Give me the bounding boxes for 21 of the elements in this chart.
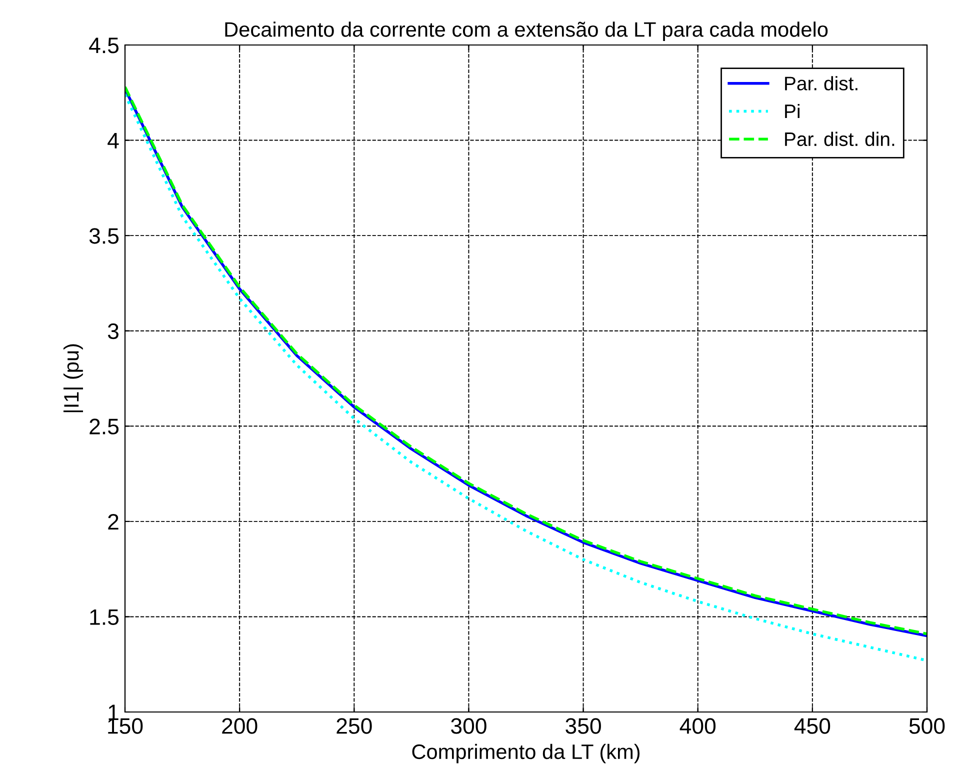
x-axis-title: Comprimento da LT (km) (412, 744, 640, 764)
x-tick-label: 400 (680, 718, 716, 734)
legend-label: Par. dist. (785, 76, 858, 90)
y-tick-label: 3.5 (89, 228, 119, 244)
x-tick-label: 300 (451, 718, 486, 734)
y-tick-label: 1.5 (90, 609, 119, 625)
x-tick-label: 200 (222, 718, 258, 734)
legend-label: Pi (785, 104, 800, 118)
y-tick-label: 4 (108, 133, 119, 148)
y-tick-label: 2.5 (90, 418, 119, 434)
legend-label: Par. dist. din. (785, 132, 894, 146)
y-axis-title: |I1| (pu) (63, 344, 83, 412)
y-tick-label: 3 (108, 323, 118, 340)
x-tick-label: 500 (909, 718, 945, 734)
x-tick-label: 450 (794, 718, 830, 734)
x-tick-label: 150 (108, 718, 143, 734)
y-tick-label: 2 (108, 514, 118, 530)
chart-title: Decaimento da corrente com a extensão da LT para cada modelo (225, 22, 828, 41)
x-tick-label: 350 (566, 718, 601, 734)
y-tick-label: 4.5 (89, 38, 119, 54)
x-tick-label: 250 (336, 718, 372, 734)
